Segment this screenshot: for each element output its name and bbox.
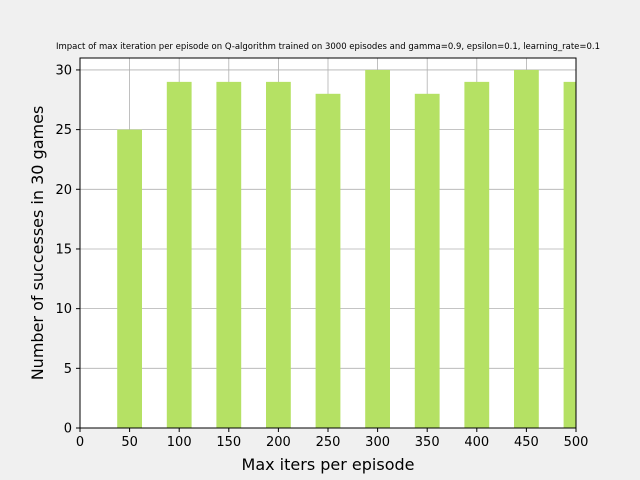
x-tick-label: 500 (564, 435, 589, 450)
bar (563, 81, 576, 428)
x-tick-label: 150 (216, 435, 241, 450)
y-tick-label: 15 (55, 242, 72, 257)
bar (117, 129, 142, 428)
x-tick-label: 200 (266, 435, 291, 450)
x-tick-label: 450 (514, 435, 539, 450)
x-tick-label: 350 (415, 435, 440, 450)
y-tick-label: 0 (64, 422, 72, 437)
x-axis-title: Max iters per episode (242, 455, 415, 474)
x-axis-ticks: 0 50 100 150 200 250 300 350 400 450 500 (76, 428, 589, 450)
bar (464, 81, 490, 428)
bar (166, 81, 192, 428)
bar (315, 93, 341, 428)
y-axis-title: Number of successes in 30 games (28, 106, 47, 381)
bar (514, 69, 539, 428)
x-tick-label: 300 (365, 435, 390, 450)
chart-title: Impact of max iteration per episode on Q… (56, 42, 600, 52)
x-tick-label: 50 (121, 435, 138, 450)
bars (117, 69, 576, 428)
bar (266, 81, 291, 428)
bar (414, 93, 440, 428)
y-tick-label: 5 (64, 362, 72, 377)
bar (365, 69, 390, 428)
y-axis-ticks: 0 5 10 15 20 25 30 (55, 63, 80, 437)
bar (216, 81, 242, 428)
y-tick-label: 10 (55, 302, 72, 317)
x-tick-label: 400 (464, 435, 489, 450)
x-tick-label: 0 (76, 435, 84, 450)
y-tick-label: 30 (55, 63, 72, 78)
y-tick-label: 20 (55, 183, 72, 198)
x-tick-label: 100 (167, 435, 192, 450)
y-tick-label: 25 (55, 123, 72, 138)
x-tick-label: 250 (316, 435, 341, 450)
